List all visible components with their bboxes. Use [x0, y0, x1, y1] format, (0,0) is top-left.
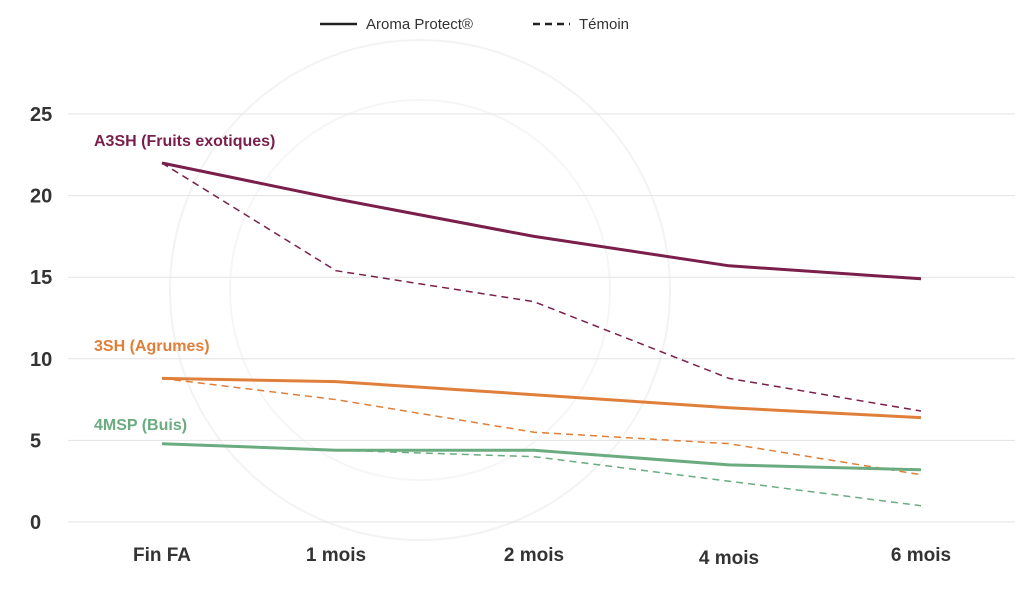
series-label-3sh: 3SH (Agrumes): [94, 338, 210, 355]
series-line-a3sh-temoin: [161, 162, 922, 412]
x-tick-label-1: 1 mois: [306, 545, 366, 566]
series-line-a3sh-aroma-protect: [161, 161, 922, 281]
series-label-a3sh: A3SH (Fruits exotiques): [94, 133, 275, 150]
x-tick-label-0: Fin FA: [133, 545, 191, 566]
x-axis-ticks: Fin FA 1 mois 2 mois 4 mois 6 mois: [133, 545, 951, 569]
y-tick-label-0: 0: [30, 512, 41, 534]
grid-lines: [68, 113, 1015, 523]
series-line-3sh-temoin: [161, 377, 922, 476]
series-line-4msp-aroma-protect: [161, 442, 922, 472]
series-lines: [161, 161, 922, 507]
x-tick-label-4: 6 mois: [891, 545, 951, 566]
legend-solid-label: Aroma Protect®: [366, 16, 473, 33]
y-tick-label-15: 15: [30, 267, 52, 289]
series-labels: A3SH (Fruits exotiques) 3SH (Agrumes) 4M…: [94, 133, 275, 434]
series-label-4msp: 4MSP (Buis): [94, 417, 187, 434]
y-axis-ticks: 0 5 10 15 20 25: [30, 104, 52, 534]
y-tick-label-25: 25: [30, 104, 52, 126]
x-tick-label-2: 2 mois: [504, 545, 564, 566]
x-tick-label-3: 4 mois: [699, 548, 759, 569]
series-line-4msp-temoin: [161, 442, 922, 507]
legend: Aroma Protect® Témoin: [320, 16, 629, 33]
background-watermark: [169, 39, 671, 541]
y-tick-label-20: 20: [30, 186, 52, 208]
y-tick-label-10: 10: [30, 349, 52, 371]
y-tick-label-5: 5: [30, 430, 41, 452]
legend-dashed-label: Témoin: [579, 16, 629, 33]
series-line-3sh-aroma-protect: [161, 376, 922, 420]
